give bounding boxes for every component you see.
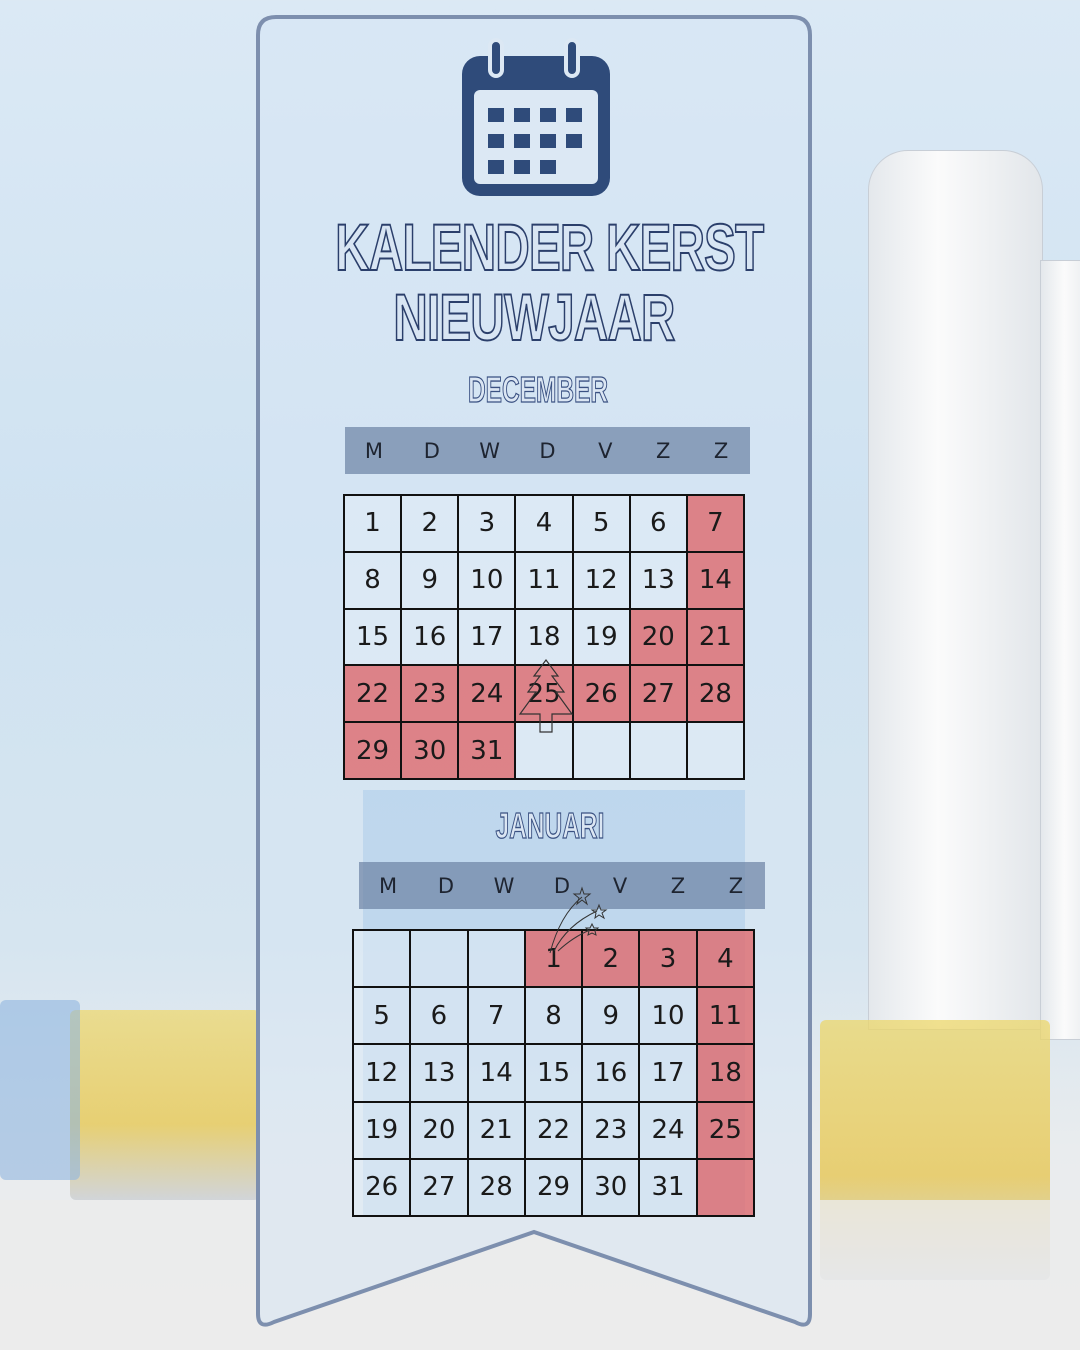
weekday-label: Z (728, 873, 744, 898)
day-cell: 2 (401, 495, 459, 552)
day-cell: 22 (524, 1101, 583, 1159)
weekday-label: M (364, 438, 383, 463)
day-cell: 9 (582, 987, 640, 1045)
day-cell: 18 (696, 1044, 754, 1102)
day-cell: 31 (458, 722, 516, 779)
day-cell: 23 (401, 665, 459, 723)
day-cell: 29 (524, 1158, 583, 1216)
day-cell: 15 (524, 1044, 583, 1102)
day-cell: 12 (572, 551, 630, 609)
calendar-icon (462, 38, 610, 196)
day-cell: 20 (410, 1101, 468, 1159)
day-cell: 17 (639, 1044, 697, 1102)
day-cell: 24 (458, 665, 516, 723)
day-cell: 30 (401, 722, 459, 779)
weekday-label: D (437, 873, 455, 898)
day-cell: 10 (458, 551, 516, 609)
day-cell: 4 (515, 495, 573, 552)
day-cell: 3 (458, 495, 516, 552)
day-cell: 27 (410, 1158, 468, 1216)
truck (70, 1010, 260, 1200)
day-cell: 6 (629, 495, 687, 552)
day-cell: 19 (353, 1101, 411, 1159)
page-subtitle: NIEUWJAAR (393, 280, 676, 354)
day-cell: 16 (582, 1044, 640, 1102)
silo (868, 150, 1043, 1030)
weekday-label: D (423, 438, 440, 463)
day-cell: 6 (410, 987, 468, 1045)
day-cell: 11 (515, 551, 573, 609)
weekday-label: D (539, 438, 556, 463)
day-cell: 23 (582, 1101, 640, 1159)
day-cell: 3 (639, 930, 697, 988)
weekday-label: D (553, 873, 571, 898)
day-cell: 4 (696, 930, 754, 988)
calendar-grid-januari: 1 2 3 4 5 6 7 8 9 10 11 12 13 14 15 16 17 18 19 20 21 22 23 24 2… (352, 929, 755, 1217)
day-cell: 25 (696, 1101, 754, 1159)
month-title-januari: JANUARI (495, 805, 605, 846)
empty-cell (572, 722, 630, 779)
day-cell: 17 (458, 608, 516, 666)
day-cell: 10 (639, 987, 697, 1045)
truck (0, 1000, 80, 1180)
weekday-label: Z (656, 438, 671, 463)
weekday-label: M (378, 873, 398, 898)
day-cell: 14 (467, 1044, 525, 1102)
empty-cell (410, 930, 468, 988)
day-cell: 12 (353, 1044, 411, 1102)
weekday-label: Z (670, 873, 686, 898)
day-cell: 13 (629, 551, 687, 609)
weekday-label: V (598, 438, 613, 463)
day-cell: 29 (344, 722, 402, 779)
day-cell: 20 (629, 608, 687, 666)
day-cell: 8 (344, 551, 402, 609)
empty-cell (353, 930, 411, 988)
day-cell: 24 (639, 1101, 697, 1159)
day-cell: 2 (582, 930, 640, 988)
empty-cell (629, 722, 687, 779)
day-cell: 5 (353, 987, 411, 1045)
day-cell: 18 (515, 608, 573, 666)
day-cell: 30 (582, 1158, 640, 1216)
empty-cell (686, 722, 744, 779)
day-cell: 14 (686, 551, 744, 609)
day-cell: 19 (572, 608, 630, 666)
day-cell: 28 (686, 665, 744, 723)
day-cell: 8 (524, 987, 583, 1045)
day-cell: 26 (353, 1158, 411, 1216)
shooting-stars-icon (549, 886, 608, 954)
day-cell: 28 (467, 1158, 525, 1216)
page-title: KALENDER KERST (335, 210, 765, 284)
day-cell: 7 (686, 495, 744, 552)
day-cell: 1 (344, 495, 402, 552)
day-cell: 31 (639, 1158, 697, 1216)
christmas-tree-icon (518, 659, 574, 733)
day-cell: 21 (467, 1101, 525, 1159)
day-cell: 26 (572, 665, 630, 723)
day-cell: 5 (572, 495, 630, 552)
calendar-grid-december: 1 2 3 4 5 6 7 8 9 10 11 12 13 14 15 16 17 18 19 20 21 22 23 24 2… (343, 494, 745, 780)
empty-cell (696, 1158, 754, 1216)
day-cell: 9 (401, 551, 459, 609)
day-cell: 15 (344, 608, 402, 666)
weekday-label: W (493, 873, 515, 898)
empty-cell (467, 930, 525, 988)
day-cell: 21 (686, 608, 744, 666)
day-cell: 22 (344, 665, 402, 723)
silo (1040, 260, 1080, 1040)
day-cell: 27 (629, 665, 687, 723)
day-cell: 13 (410, 1044, 468, 1102)
day-cell: 11 (696, 987, 754, 1045)
day-cell: 7 (467, 987, 525, 1045)
weekday-label: W (479, 438, 501, 463)
day-cell: 25 (515, 665, 573, 723)
day-cell: 16 (401, 608, 459, 666)
weekday-label: V (612, 873, 628, 898)
weekday-label: Z (713, 438, 729, 463)
month-title-december: DECEMBER (468, 369, 609, 410)
